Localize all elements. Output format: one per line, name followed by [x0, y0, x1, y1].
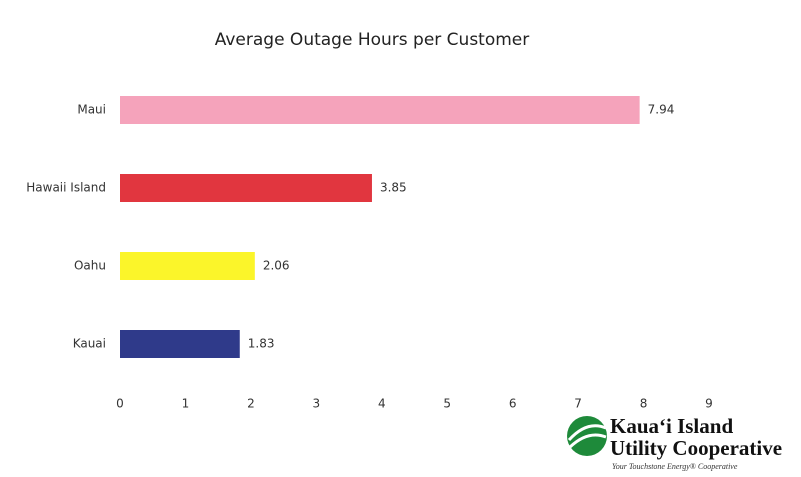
x-tick-label: 3 [313, 397, 321, 411]
value-label: 3.85 [380, 181, 407, 195]
bar [120, 96, 640, 124]
logo-stripe [568, 433, 607, 449]
y-tick-label: Kauai [73, 337, 106, 351]
y-tick-label: Maui [77, 103, 106, 117]
x-tick-label: 9 [705, 397, 713, 411]
x-tick-label: 8 [640, 397, 648, 411]
x-tick-label: 5 [443, 397, 451, 411]
chart-title: Average Outage Hours per Customer [215, 30, 530, 50]
y-tick-label: Hawaii Island [26, 181, 106, 195]
value-label: 2.06 [263, 259, 290, 273]
logo: Kaua‘i Island Utility Cooperative Your T… [567, 414, 782, 471]
x-tick-label: 0 [116, 397, 124, 411]
bar [120, 174, 372, 202]
x-tick-label: 4 [378, 397, 386, 411]
x-tick-label: 7 [574, 397, 582, 411]
value-label: 1.83 [248, 337, 275, 351]
x-tick-label: 2 [247, 397, 255, 411]
value-label: 7.94 [648, 103, 675, 117]
bar [120, 252, 255, 280]
logo-text: Kaua‘i Island [610, 414, 733, 438]
logo-text: Utility Cooperative [610, 436, 782, 460]
x-tick-label: 1 [182, 397, 190, 411]
x-tick-label: 6 [509, 397, 517, 411]
logo-stripe [567, 424, 607, 442]
bar [120, 330, 240, 358]
y-tick-label: Oahu [74, 259, 106, 273]
logo-tagline: Your Touchstone Energy® Cooperative [612, 462, 738, 471]
